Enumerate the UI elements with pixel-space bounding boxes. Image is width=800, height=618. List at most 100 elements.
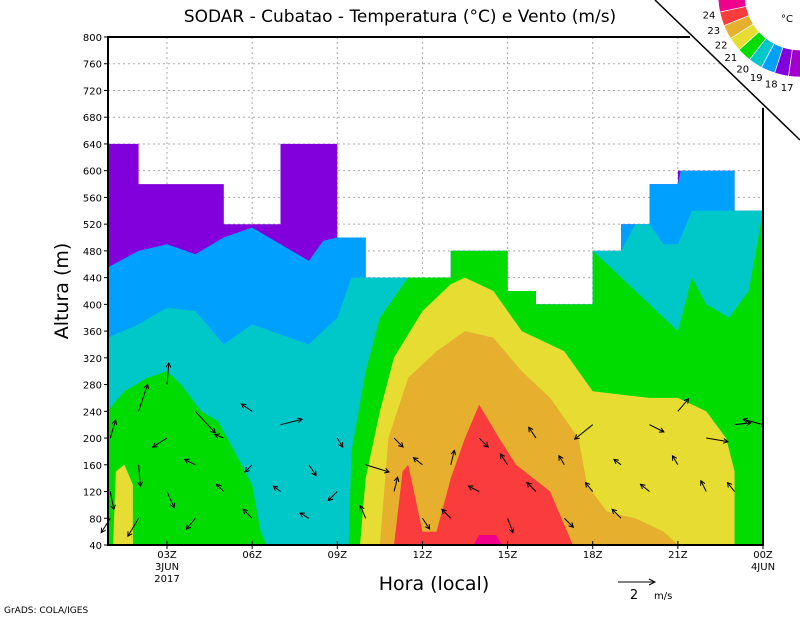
wind-arrow-head xyxy=(185,524,192,530)
wind-arrow xyxy=(649,424,665,433)
legend-level-label: 17 xyxy=(781,83,794,94)
wind-arrow xyxy=(393,477,399,492)
wind-arrow-head xyxy=(272,485,279,491)
wind-arrow-head xyxy=(299,512,305,518)
wind-arrow-head xyxy=(508,527,515,534)
y-axis-ticks: 40 80 120 160 200 240 280 320 360 400 440 480 520 560… xyxy=(83,33,108,552)
wind-arrow-head xyxy=(722,438,729,444)
wind-arrow-head xyxy=(467,485,474,491)
wind-arrow xyxy=(677,398,690,412)
wind-arrow-head xyxy=(412,456,419,463)
y-tick-label: 680 xyxy=(83,113,102,124)
wind-arrow xyxy=(195,410,216,434)
y-tick-label: 600 xyxy=(83,167,102,178)
wind-arrow-head xyxy=(742,417,749,424)
y-tick-label: 720 xyxy=(83,86,102,97)
wind-arrow-head xyxy=(611,508,618,515)
wind-arrow-head xyxy=(726,481,733,488)
wind-arrow-head xyxy=(111,419,118,426)
wind-arrow-head xyxy=(384,468,391,474)
wind-arrow xyxy=(241,403,253,412)
legend-level-label: 24 xyxy=(703,10,716,21)
contour-region-19-20-left xyxy=(107,371,267,545)
y-tick-label: 800 xyxy=(83,33,102,44)
x-tick-label: 12Z xyxy=(413,550,433,561)
wind-arrow xyxy=(299,512,310,519)
wind-arrow xyxy=(640,483,650,492)
wind-arrow xyxy=(422,517,431,530)
wind-arrow-head xyxy=(127,531,133,538)
x-tick-label: 09Z xyxy=(327,550,347,561)
wind-arrow xyxy=(441,508,452,519)
wind-arrow-head xyxy=(213,433,220,439)
wind-arrow xyxy=(563,517,574,528)
x-tick-year: 2017 xyxy=(154,574,179,585)
y-axis-label: Altura (m) xyxy=(51,243,73,340)
wind-arrow xyxy=(478,437,489,448)
wind-arrow xyxy=(138,384,149,412)
footer-credit: GrADS: COLA/IGES xyxy=(4,606,88,616)
wind-arrow-head xyxy=(210,427,216,434)
wind-arrow-head xyxy=(327,495,334,502)
y-tick-label: 640 xyxy=(83,140,102,151)
wind-arrow xyxy=(365,464,390,473)
legend-unit: °C xyxy=(781,14,793,25)
legend-level-label: 19 xyxy=(750,73,763,84)
wind-arrow-head xyxy=(700,479,706,486)
x-tick-label: 15Z xyxy=(498,550,518,561)
wind-arrow-head xyxy=(297,417,304,424)
wind-arrow xyxy=(359,505,367,519)
reference-arrow-head xyxy=(648,578,657,586)
wind-arrow xyxy=(743,418,764,426)
legend-diagonal xyxy=(654,0,800,141)
wind-arrow-head xyxy=(584,481,591,488)
wind-arrow xyxy=(166,362,170,385)
y-tick-label: 120 xyxy=(83,488,102,499)
x-tick-label: 00Z xyxy=(753,550,773,561)
wind-arrow-head xyxy=(483,442,489,448)
x-tick-date: 3JUN xyxy=(155,562,179,573)
wind-arrow-head xyxy=(658,427,665,433)
x-tick-date: 4JUN xyxy=(751,562,775,573)
wind-arrow xyxy=(185,517,196,530)
wind-arrow-head xyxy=(398,442,404,448)
wind-arrow-head xyxy=(499,453,506,460)
wind-arrow-head xyxy=(528,426,534,433)
wind-arrow-head xyxy=(573,434,580,440)
wind-arrow xyxy=(184,458,196,466)
wind-arrow-head xyxy=(244,467,250,473)
wind-arrow xyxy=(138,464,141,487)
y-tick-label: 240 xyxy=(83,407,102,418)
wind-arrow xyxy=(526,482,537,492)
wind-arrow xyxy=(413,457,423,466)
x-axis-label: Hora (local) xyxy=(379,573,490,595)
wind-arrow-head xyxy=(100,527,106,534)
legend-swatch xyxy=(788,49,800,78)
wind-arrow xyxy=(308,464,317,476)
legend-level-label: 20 xyxy=(736,64,749,75)
wind-arrow-head xyxy=(242,508,249,515)
wind-arrow-head xyxy=(169,502,176,509)
wind-arrow xyxy=(507,518,514,533)
legend-level-label: 23 xyxy=(707,26,720,37)
wind-arrow xyxy=(214,433,224,439)
y-tick-label: 480 xyxy=(83,247,102,258)
wind-arrow-head xyxy=(568,522,575,529)
contour-region-22-23 xyxy=(394,404,573,545)
wind-arrow xyxy=(216,483,225,492)
wind-arrow xyxy=(558,455,565,466)
x-tick-label: 03Z xyxy=(157,550,177,561)
wind-arrow-head xyxy=(746,420,752,427)
y-tick-label: 280 xyxy=(83,381,102,392)
wind-arrow xyxy=(700,480,707,492)
legend-level-label: 22 xyxy=(715,40,728,51)
wind-arrow xyxy=(166,491,175,508)
wind-arrow-head xyxy=(311,470,317,477)
wind-arrow-head xyxy=(110,504,116,511)
wind-arrow xyxy=(244,464,253,473)
wind-arrow-head xyxy=(424,524,431,530)
wind-arrow xyxy=(327,491,338,501)
